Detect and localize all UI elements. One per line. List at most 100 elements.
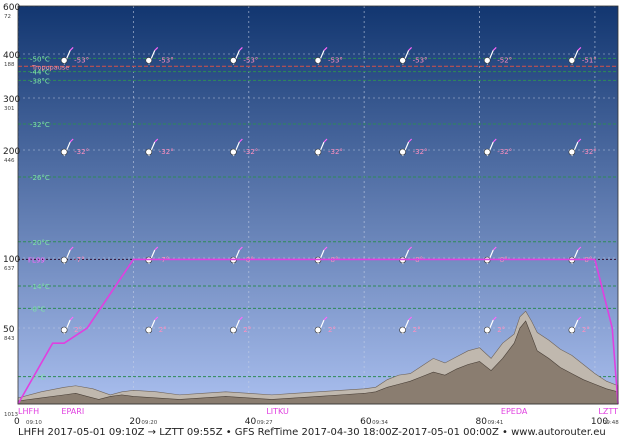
wind-barb-circle bbox=[483, 326, 491, 334]
terrain-mean-area bbox=[17, 320, 619, 405]
wind-barb-flag bbox=[69, 46, 74, 51]
y-tick-label: 100 bbox=[3, 255, 20, 265]
x-time-label: 09:10 bbox=[26, 420, 42, 426]
wind-barb-group: -32° bbox=[483, 138, 512, 157]
wind-barb-circle bbox=[399, 326, 406, 334]
wind-temperature-label: -32° bbox=[328, 148, 343, 156]
wind-barb-flag bbox=[492, 246, 497, 251]
y-tick-label: 200 bbox=[3, 147, 20, 157]
wind-barb-flag bbox=[69, 138, 74, 143]
wind-barb-circle bbox=[60, 326, 68, 334]
wind-barb-group: -53° bbox=[230, 46, 258, 65]
wind-barb-flag bbox=[238, 316, 243, 321]
wind-barb-flag bbox=[154, 138, 159, 143]
wind-temperature-label: -32° bbox=[243, 148, 258, 156]
wind-temperature-label: 2° bbox=[497, 326, 505, 334]
wind-barb-circle bbox=[314, 148, 322, 156]
wind-barb-circle bbox=[60, 57, 68, 64]
plot-frame bbox=[17, 5, 619, 405]
tropopause-label: Tropopause bbox=[31, 63, 69, 71]
wind-barb-flag bbox=[577, 138, 582, 143]
wind-barb-group: -52° bbox=[483, 46, 512, 65]
wind-barb-flag bbox=[577, 246, 582, 251]
isotherm-label: -32°C bbox=[30, 121, 50, 129]
wind-barb-circle bbox=[314, 326, 322, 334]
wind-barb-flag bbox=[492, 316, 497, 321]
wind-temperature-label: -53° bbox=[243, 56, 258, 64]
wind-barb-group: -32° bbox=[60, 138, 89, 157]
x-tick-label: 80 bbox=[476, 417, 488, 427]
isotherm-label: -44°C bbox=[30, 69, 50, 77]
waypoint-label: EPEDA bbox=[501, 407, 528, 416]
wind-temperature-label: 2° bbox=[159, 326, 167, 334]
wind-barb-group: -32° bbox=[145, 138, 174, 157]
wind-barb-flag bbox=[323, 46, 328, 51]
wind-barb-circle bbox=[230, 57, 237, 64]
wind-barb-flag bbox=[408, 138, 413, 143]
wind-barb-circle bbox=[60, 256, 68, 264]
wind-barb-circle bbox=[483, 57, 491, 64]
wind-barb-circle bbox=[483, 148, 491, 156]
wind-barb-flag bbox=[69, 246, 74, 251]
wind-barb-circle bbox=[230, 326, 237, 334]
isotherm-label: -26°C bbox=[30, 174, 50, 182]
wind-barb-circle bbox=[568, 326, 576, 334]
wind-temperature-label: 2° bbox=[413, 326, 421, 334]
wind-temperature-label: -53° bbox=[328, 56, 343, 64]
wind-barb-circle bbox=[230, 148, 237, 156]
wind-temperature-label: 2° bbox=[74, 326, 82, 334]
wind-barb-flag bbox=[69, 316, 74, 321]
wind-barb-group: -53° bbox=[145, 46, 174, 65]
y-tick-label: 300 bbox=[3, 95, 20, 105]
y-pressure-label: 637 bbox=[4, 266, 15, 272]
x-tick-label: 20 bbox=[129, 417, 141, 427]
wind-temperature-label: -53° bbox=[74, 56, 89, 64]
terrain-profile bbox=[17, 310, 619, 405]
x-tick-label: 0 bbox=[14, 417, 20, 427]
wind-temperature-label: -32° bbox=[413, 148, 428, 156]
wind-barb-flag bbox=[323, 138, 328, 143]
wind-barb-group: -53° bbox=[399, 46, 428, 65]
wind-barb-group: 2° bbox=[568, 316, 590, 335]
waypoint-label: LZTT bbox=[598, 407, 618, 416]
wind-barb-flag bbox=[238, 246, 243, 251]
x-time-label: 09:20 bbox=[141, 420, 157, 426]
wind-temperature-label: -7° bbox=[74, 256, 84, 264]
wind-barb-flag bbox=[154, 316, 159, 321]
isotherm-label: -2°C bbox=[30, 374, 45, 382]
wind-barb-circle bbox=[568, 57, 576, 64]
wind-barb-group: 2° bbox=[145, 316, 167, 335]
chart-footer: LHFH 2017-05-01 09:10Z → LZTT 09:55Z • G… bbox=[18, 427, 606, 438]
y-pressure-label: 1013 bbox=[4, 412, 18, 418]
wind-temperature-label: -52° bbox=[497, 56, 512, 64]
wind-barb-circle bbox=[399, 57, 406, 64]
route-profile-line bbox=[17, 258, 619, 405]
wind-barb-circle bbox=[568, 148, 576, 156]
wind-barb-flag bbox=[323, 316, 328, 321]
wind-barb-group: -53° bbox=[60, 46, 89, 65]
y-pressure-label: 188 bbox=[4, 62, 15, 68]
wind-barb-flag bbox=[154, 246, 159, 251]
y-pressure-label: 301 bbox=[4, 106, 15, 112]
wind-barb-group: -7° bbox=[60, 246, 85, 265]
wind-barb-circle bbox=[145, 326, 153, 334]
wind-barb-flag bbox=[238, 46, 243, 51]
wind-barb-group: 2° bbox=[399, 316, 421, 335]
x-time-label: 09:41 bbox=[488, 420, 504, 426]
wind-barb-circle bbox=[145, 148, 153, 156]
wind-temperature-label: -32° bbox=[582, 148, 597, 156]
isotherm-label: -14°C bbox=[30, 283, 50, 291]
wind-barb-group: 2° bbox=[483, 316, 505, 335]
x-time-label: 09:34 bbox=[372, 420, 388, 426]
y-pressure-label: 72 bbox=[4, 14, 11, 20]
wind-barb-flag bbox=[154, 46, 159, 51]
route-profile bbox=[17, 258, 619, 405]
isotherm-label: -38°C bbox=[30, 77, 50, 85]
wind-temperature-label: 2° bbox=[243, 326, 251, 334]
wind-barb-flag bbox=[577, 46, 582, 51]
wind-barb-group: 2° bbox=[314, 316, 336, 335]
wind-temperature-label: 2° bbox=[582, 326, 590, 334]
y-pressure-label: 843 bbox=[4, 336, 15, 342]
wind-barb-flag bbox=[408, 46, 413, 51]
